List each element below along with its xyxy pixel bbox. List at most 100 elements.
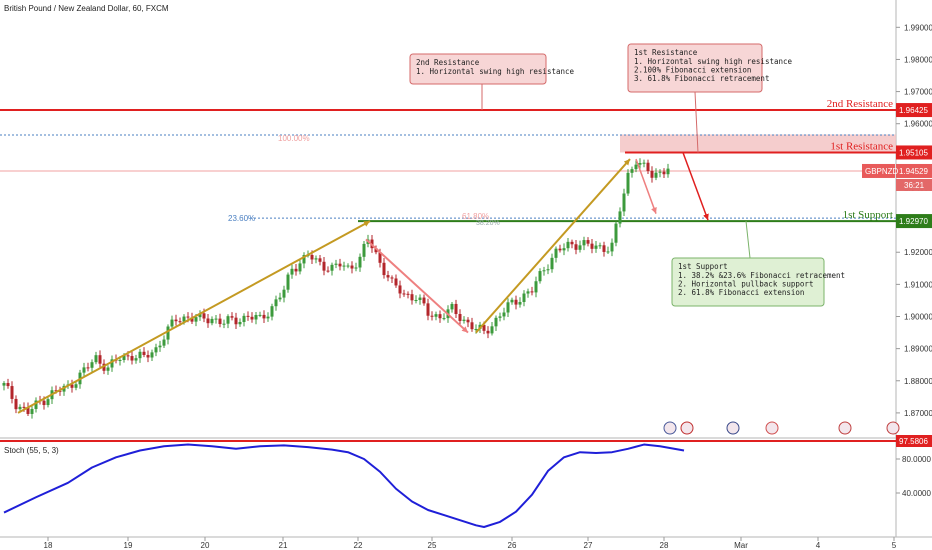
- candle-body: [626, 172, 630, 194]
- candle-body: [586, 240, 590, 244]
- candle-body: [426, 303, 430, 316]
- candle-body: [206, 318, 210, 324]
- candle-body: [54, 390, 58, 392]
- time-tick-label: 25: [428, 541, 437, 550]
- candle-body: [302, 255, 306, 264]
- candles-layer: [2, 158, 670, 419]
- first-support-note-line: 1. 38.2% &23.6% Fibonacci retracement: [678, 271, 845, 280]
- candle-body: [230, 316, 234, 318]
- candle-body: [546, 269, 550, 271]
- candle-body: [502, 312, 506, 317]
- price-tick-label: 1.97000: [904, 88, 932, 97]
- candle-body: [638, 162, 642, 165]
- candle-body: [650, 170, 654, 178]
- first-resistance-note-line: 3. 61.8% Fibonacci retracement: [634, 74, 769, 83]
- candle-body: [622, 193, 626, 212]
- candle-body: [666, 168, 670, 175]
- first-support-note-line: 2. 61.8% Fibonacci extension: [678, 288, 804, 297]
- candle-body: [422, 297, 426, 304]
- candle-body: [282, 289, 286, 298]
- candle-body: [266, 316, 270, 319]
- first-support-note-box: [671, 257, 825, 307]
- candle-body: [406, 293, 410, 295]
- price-tick-label: 1.92000: [904, 248, 932, 257]
- fib-382-label: 38.20%: [476, 220, 500, 227]
- candle-body: [174, 319, 178, 322]
- candle-body: [526, 291, 530, 294]
- current-price-tag: 1.94529: [899, 167, 928, 176]
- candle-body: [382, 262, 386, 276]
- candle-body: [202, 313, 206, 319]
- candle-body: [614, 223, 618, 243]
- candle-body: [462, 319, 466, 321]
- candle-body: [214, 318, 218, 320]
- symbol-title: British Pound / New Zealand Dollar, 60, …: [4, 4, 169, 13]
- time-tick-label: 27: [584, 541, 593, 550]
- candle-body: [238, 321, 242, 325]
- candle-body: [558, 248, 562, 251]
- candle-body: [486, 330, 490, 334]
- candle-body: [154, 347, 158, 353]
- candle-body: [70, 384, 74, 388]
- candle-body: [522, 293, 526, 302]
- price-tick-label: 1.89000: [904, 345, 932, 354]
- countdown-bg: [896, 178, 932, 191]
- uptrend-arrow-1: [17, 220, 371, 414]
- candle-body: [314, 258, 318, 260]
- candle-body: [286, 274, 290, 290]
- price-tick-label: 1.90000: [904, 313, 932, 322]
- candle-body: [190, 317, 194, 322]
- candle-body: [506, 302, 510, 313]
- event-icon: [663, 421, 677, 435]
- candle-body: [482, 324, 486, 331]
- candle-body: [182, 316, 186, 322]
- candle-body: [90, 362, 94, 368]
- candle-body: [570, 241, 574, 245]
- candle-body: [390, 277, 394, 279]
- candle-body: [594, 245, 598, 249]
- candle-body: [346, 265, 350, 267]
- candle-body: [138, 351, 142, 359]
- candle-body: [618, 211, 622, 224]
- candle-body: [514, 299, 518, 305]
- candle-body: [410, 294, 414, 301]
- first-resistance-note-box: [627, 43, 763, 93]
- candle-body: [338, 263, 342, 267]
- time-tick-label: Mar: [734, 541, 748, 550]
- second-resistance-note-line: 1. Horizontal swing high resistance: [416, 67, 575, 76]
- candle-body: [450, 303, 454, 310]
- resistance-zone: [620, 134, 896, 153]
- candle-body: [146, 354, 150, 358]
- candle-body: [318, 258, 322, 262]
- first-support-note-title: 1st Support: [678, 262, 728, 271]
- candle-body: [218, 318, 222, 325]
- candle-body: [322, 261, 326, 271]
- candle-body: [150, 352, 154, 358]
- candle-body: [398, 285, 402, 294]
- time-tick-label: 22: [354, 541, 363, 550]
- candle-body: [562, 248, 566, 251]
- candle-body: [374, 248, 378, 253]
- candle-body: [42, 400, 46, 406]
- candle-body: [186, 316, 190, 318]
- stoch-tick-label: 80.0000: [902, 455, 931, 464]
- candle-body: [158, 345, 162, 348]
- grid-layer: [0, 0, 932, 538]
- second-resistance-price-tag-bg: [896, 103, 932, 118]
- candle-body: [630, 169, 634, 173]
- candle-body: [434, 314, 438, 317]
- candle-body: [590, 243, 594, 249]
- candle-body: [362, 243, 366, 257]
- candle-body: [82, 367, 86, 373]
- fib-618-label: 61.80%: [462, 212, 489, 221]
- first-resistance-note-title: 1st Resistance: [634, 48, 698, 57]
- candle-body: [250, 316, 254, 320]
- candle-body: [246, 315, 250, 317]
- uptrend-arrow-2: [475, 158, 631, 334]
- candle-body: [142, 351, 146, 355]
- candle-body: [386, 275, 390, 278]
- stoch-value-tag: 97.5806: [899, 437, 928, 446]
- first-resistance-label: 1st Resistance: [830, 140, 893, 152]
